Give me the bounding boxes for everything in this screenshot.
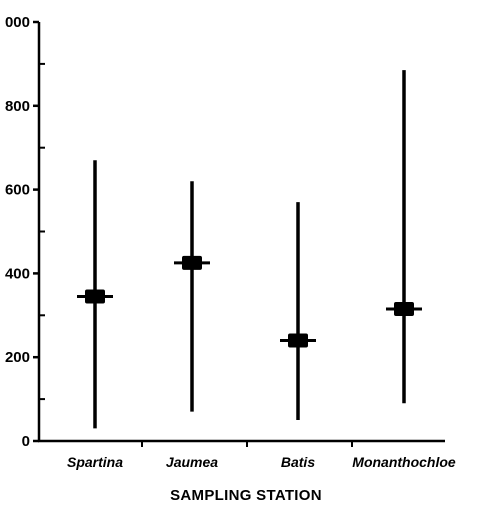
y-tick-label: 800 <box>5 98 30 115</box>
y-tick-label: 000 <box>5 14 30 31</box>
mean-marker <box>288 333 308 348</box>
mean-marker <box>85 289 105 304</box>
y-tick-label: 200 <box>5 349 30 366</box>
category-label: Spartina <box>67 454 123 470</box>
y-tick-label: 600 <box>5 182 30 199</box>
mean-marker <box>394 302 414 317</box>
axes <box>37 22 445 443</box>
category-label: Batis <box>281 454 315 470</box>
category-label: Monanthochloe <box>352 454 456 470</box>
category-labels: Spartina Jaumea Batis Monanthochloe <box>67 454 456 470</box>
data-marks <box>77 70 422 429</box>
y-tick-label: 0 <box>22 433 30 450</box>
y-ticks: 0 200 400 600 800 000 <box>5 14 353 450</box>
y-tick-label: 400 <box>5 265 30 282</box>
mean-marker <box>182 255 202 270</box>
x-axis-title: SAMPLING STATION <box>170 487 322 504</box>
category-label: Jaumea <box>166 454 218 470</box>
